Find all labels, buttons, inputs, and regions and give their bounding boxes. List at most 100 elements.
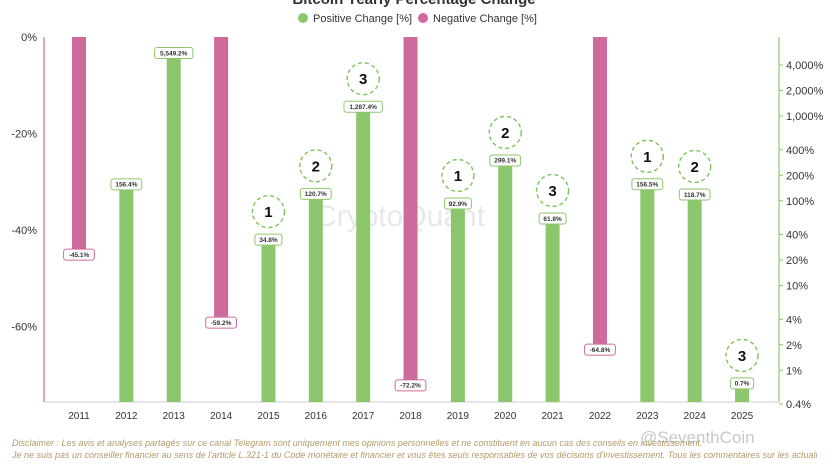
annotation-circle xyxy=(725,338,759,373)
positive-bar xyxy=(308,193,323,402)
x-tick-label: 2011 xyxy=(68,411,90,422)
legend-marker xyxy=(418,13,428,23)
annotation-circle xyxy=(535,173,570,208)
annotation-number: 1 xyxy=(454,168,462,185)
data-label-box xyxy=(678,188,711,201)
legend-marker xyxy=(298,13,308,23)
annotation-circle xyxy=(299,149,333,183)
right-tick-label: 400% xyxy=(786,145,814,157)
legend-label: Negative Change [%] xyxy=(433,13,537,25)
x-tick-label: 2022 xyxy=(589,411,612,422)
annotation-circle xyxy=(346,62,380,96)
positive-bar xyxy=(119,184,134,402)
x-tick-label: 2019 xyxy=(447,411,470,422)
data-label-box xyxy=(584,343,616,356)
x-tick-label: 2017 xyxy=(352,411,375,422)
x-tick-label: 2024 xyxy=(684,411,707,422)
data-label-box xyxy=(443,197,472,210)
data-label-box xyxy=(205,316,237,329)
annotation-circle xyxy=(488,115,522,150)
data-label: 1,287.4% xyxy=(349,104,377,111)
annotation-number: 1 xyxy=(264,204,272,221)
annotation-circle xyxy=(441,158,475,193)
left-tick-label: -20% xyxy=(11,129,37,141)
data-label: -64.8% xyxy=(590,347,611,354)
data-label: -59.2% xyxy=(211,320,232,327)
left-tick-label: -60% xyxy=(11,322,37,334)
annotation-number: 2 xyxy=(501,125,509,142)
data-label-box xyxy=(343,100,383,113)
data-label-box xyxy=(489,154,522,167)
data-label: 156.5% xyxy=(636,182,658,189)
annotation-circle xyxy=(630,139,665,173)
legend-label: Positive Change [%] xyxy=(313,13,412,25)
annotation-number: 1 xyxy=(643,149,651,166)
negative-bar xyxy=(214,37,229,323)
annotation-number: 2 xyxy=(691,159,699,176)
data-label-box xyxy=(729,377,755,390)
right-tick-label: 1% xyxy=(786,365,802,377)
data-label-box xyxy=(631,178,664,191)
chart-title: Bitcoin Yearly Percentage Change xyxy=(292,0,535,8)
right-tick-label: 200% xyxy=(786,170,814,182)
right-tick-label: 2% xyxy=(786,340,802,352)
x-tick-label: 2013 xyxy=(163,411,186,422)
right-tick-label: 4% xyxy=(786,314,802,326)
right-tick-label: 4,000% xyxy=(786,60,824,72)
negative-bar xyxy=(403,37,418,386)
left-tick-label: -40% xyxy=(11,225,37,237)
handle-watermark: @SeventhCoin xyxy=(640,428,755,447)
right-tick-label: 0.4% xyxy=(786,399,811,411)
annotation-number: 2 xyxy=(312,158,320,175)
positive-bar xyxy=(450,203,465,402)
positive-bar xyxy=(687,194,702,402)
x-tick-label: 2016 xyxy=(305,411,328,422)
positive-bar xyxy=(261,239,276,402)
data-label-box xyxy=(154,46,194,59)
positive-bar xyxy=(498,160,513,402)
right-tick-label: 40% xyxy=(786,230,808,242)
negative-bar xyxy=(72,37,86,255)
right-tick-label: 1,000% xyxy=(786,111,824,123)
right-tick-label: 20% xyxy=(786,255,808,267)
data-label-box xyxy=(254,233,283,246)
data-label-box xyxy=(299,187,332,200)
annotation-circle xyxy=(251,194,286,229)
data-label: 5,549.2% xyxy=(160,50,188,57)
positive-bar xyxy=(166,52,181,403)
negative-bar xyxy=(592,37,607,350)
x-tick-label: 2021 xyxy=(541,411,564,422)
x-tick-label: 2014 xyxy=(210,411,233,422)
data-label: 61.8% xyxy=(543,216,562,223)
data-label-box xyxy=(394,379,427,392)
annotation-number: 3 xyxy=(738,348,746,365)
data-label: -45.1% xyxy=(69,252,90,259)
data-label-box xyxy=(63,248,95,261)
right-tick-label: 2,000% xyxy=(786,86,824,98)
annotation-circle xyxy=(677,149,712,184)
data-label-box xyxy=(538,212,567,225)
data-label: 0.7% xyxy=(735,381,750,388)
annotation-number: 3 xyxy=(359,71,367,88)
disclaimer-line-2: Je ne suis pas un conseiller financier a… xyxy=(12,450,817,460)
data-label: 34.8% xyxy=(259,237,278,244)
legend: Positive Change [%] Negative Change [%] xyxy=(298,13,537,25)
x-tick-label: 2018 xyxy=(399,411,422,422)
data-label: -72.2% xyxy=(400,383,421,390)
data-label: 92.9% xyxy=(449,201,468,208)
left-tick-label: 0% xyxy=(21,32,37,44)
x-tick-label: 2023 xyxy=(636,411,659,422)
data-label: 299.1% xyxy=(494,158,516,165)
data-label: 156.4% xyxy=(115,182,137,189)
positive-bar xyxy=(356,106,371,402)
data-label: 120.7% xyxy=(305,191,327,198)
positive-bar xyxy=(640,184,655,402)
right-tick-label: 10% xyxy=(786,281,808,293)
data-label: 118.7% xyxy=(684,192,706,199)
positive-bar xyxy=(545,218,560,402)
x-tick-label: 2020 xyxy=(494,411,517,422)
right-tick-label: 100% xyxy=(786,196,814,208)
disclaimer-line-1: Disclaimer : Les avis et analyses partag… xyxy=(12,438,703,448)
x-tick-label: 2012 xyxy=(115,411,138,422)
